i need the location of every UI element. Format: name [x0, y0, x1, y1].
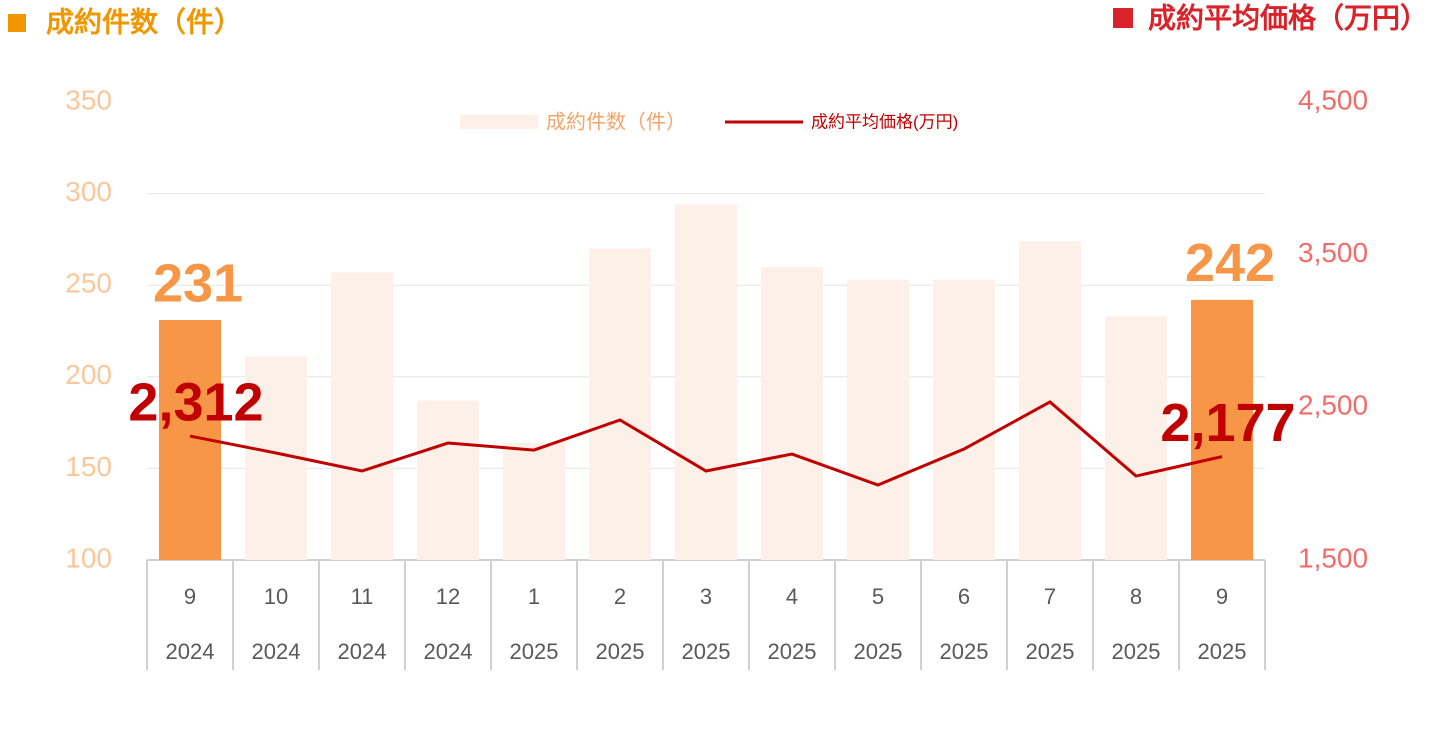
bar — [1191, 299, 1253, 560]
bar — [331, 272, 393, 560]
left-title-square — [8, 14, 26, 32]
x-tick-label: 5 — [872, 584, 884, 609]
legend-label: 成約件数（件） — [546, 110, 686, 133]
bar — [675, 204, 737, 561]
bar — [589, 248, 651, 560]
x-year-label: 2025 — [596, 639, 645, 664]
y-tick-label: 250 — [65, 268, 112, 299]
data-label: 2,312 — [128, 372, 263, 432]
y-tick-label: 350 — [65, 84, 112, 115]
x-tick-label: 4 — [786, 584, 798, 609]
x-tick-label: 1 — [528, 584, 540, 609]
y-tick-label: 150 — [65, 451, 112, 482]
x-year-label: 2024 — [338, 639, 387, 664]
legend-swatch — [460, 115, 538, 129]
y-tick-label: 100 — [65, 542, 112, 573]
y2-tick-label: 4,500 — [1298, 84, 1368, 115]
x-year-label: 2025 — [1112, 639, 1161, 664]
x-tick-label: 3 — [700, 584, 712, 609]
y2-tick-label: 1,500 — [1298, 542, 1368, 573]
right-axis-title: 成約平均価格（万円） — [1148, 1, 1428, 33]
x-tick-label: 2 — [614, 584, 626, 609]
legend-label: 成約平均価格(万円) — [811, 112, 958, 131]
bar — [847, 279, 909, 560]
x-year-label: 2024 — [166, 639, 215, 664]
x-year-label: 2025 — [940, 639, 989, 664]
y-tick-label: 200 — [65, 359, 112, 390]
bar — [1105, 316, 1167, 560]
right-title-square — [1113, 8, 1133, 28]
data-label: 242 — [1185, 233, 1275, 293]
y2-tick-label: 2,500 — [1298, 390, 1368, 421]
x-year-label: 2025 — [854, 639, 903, 664]
line — [189, 400, 1223, 487]
data-label: 2,177 — [1160, 393, 1295, 453]
x-tick-label: 7 — [1044, 584, 1056, 609]
x-year-label: 2025 — [682, 639, 731, 664]
x-tick-label: 9 — [184, 584, 196, 609]
y-tick-label: 300 — [65, 176, 112, 207]
x-year-label: 2024 — [424, 639, 473, 664]
x-tick-label: 11 — [351, 584, 374, 609]
bar — [503, 442, 565, 560]
y2-tick-label: 3,500 — [1298, 237, 1368, 268]
x-tick-label: 6 — [958, 584, 970, 609]
x-tick-label: 10 — [264, 584, 288, 609]
bar — [761, 266, 823, 560]
x-year-label: 2025 — [1198, 639, 1247, 664]
bar — [417, 400, 479, 560]
x-tick-label: 9 — [1216, 584, 1228, 609]
bar — [933, 279, 995, 560]
data-label: 231 — [153, 253, 243, 313]
left-axis-title: 成約件数（件） — [46, 5, 242, 37]
x-tick-label: 12 — [436, 584, 460, 609]
x-tick-label: 8 — [1130, 584, 1142, 609]
x-year-label: 2025 — [510, 639, 559, 664]
x-year-label: 2024 — [252, 639, 301, 664]
x-year-label: 2025 — [1026, 639, 1075, 664]
x-year-label: 2025 — [768, 639, 817, 664]
